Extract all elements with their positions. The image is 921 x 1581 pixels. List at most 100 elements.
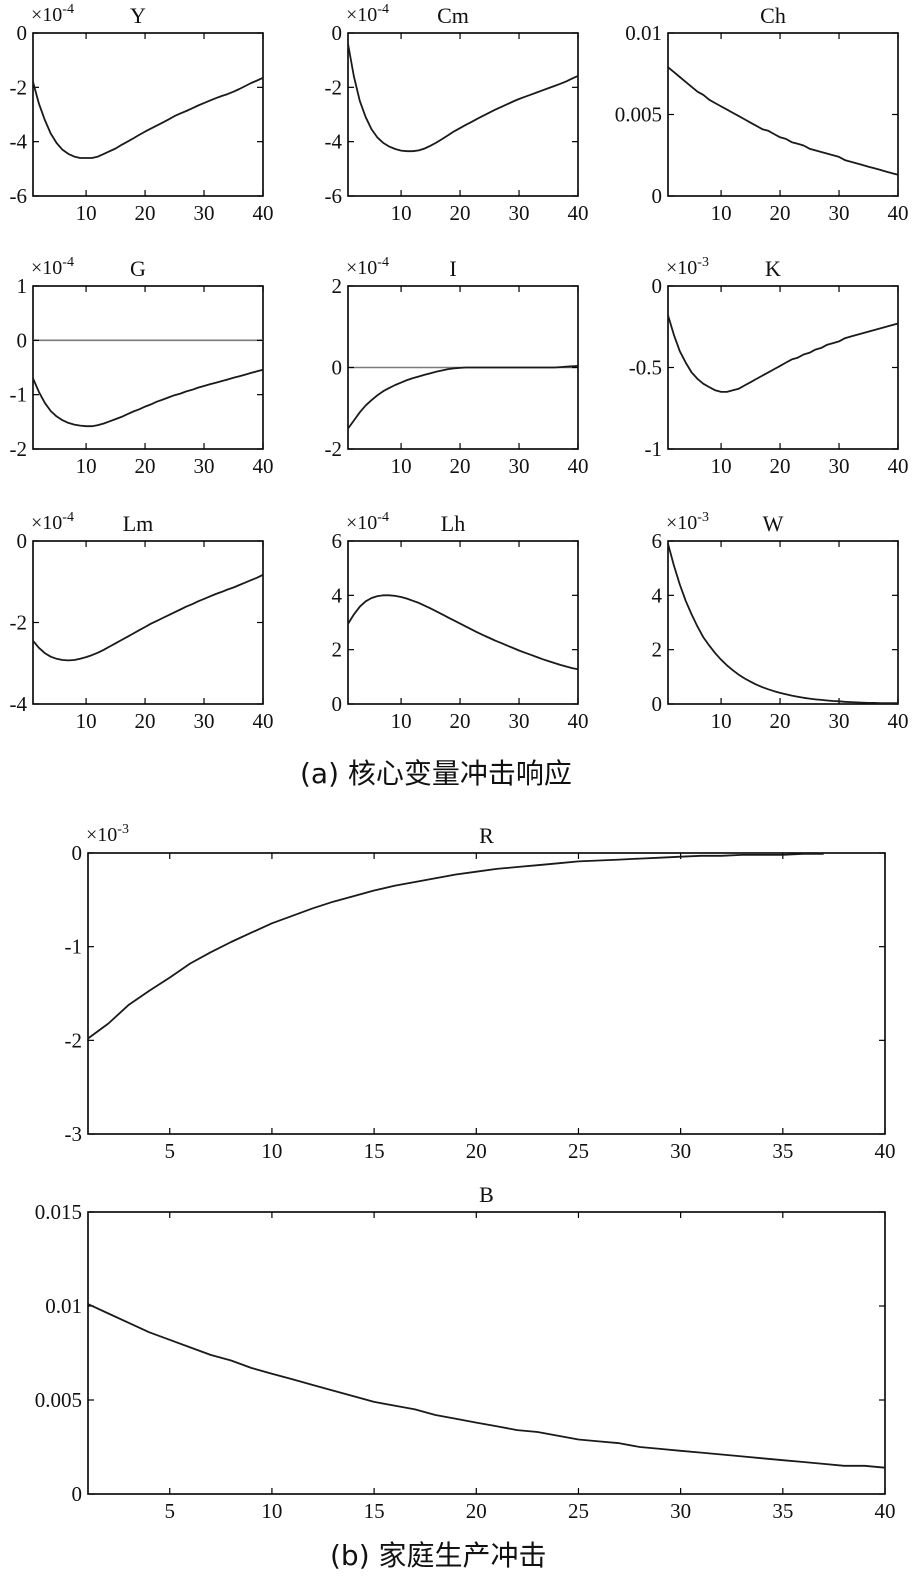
y-tick-label: -6 — [10, 184, 28, 208]
x-tick-label: 10 — [261, 1499, 282, 1523]
y-tick-label: 2 — [332, 638, 343, 662]
x-tick-label: 40 — [568, 454, 589, 478]
y-tick-label: 0 — [332, 356, 343, 380]
y-tick-label: 0.005 — [35, 1388, 82, 1412]
x-tick-label: 20 — [135, 201, 156, 225]
chart-title: Lm — [123, 511, 154, 536]
caption-a: (a) 核心变量冲击响应 — [300, 757, 572, 790]
chart-y: 10 20 30 40 0 -2 -4 -6 Y ×10-4 — [10, 2, 274, 225]
x-tick-label: 10 — [711, 709, 732, 733]
y-tick-label: 0 — [652, 274, 663, 298]
y-tick-label: -3 — [65, 1122, 83, 1146]
series-line-g — [32, 368, 264, 428]
scale-multiplier: ×10-4 — [346, 255, 389, 279]
x-tick-label: 40 — [253, 709, 274, 733]
x-tick-label: 10 — [76, 454, 97, 478]
x-tick-label: 40 — [888, 201, 909, 225]
chart-b: 5 10 15 20 25 30 35 40 0.015 0.01 0.005 0 B — [35, 1182, 896, 1523]
y-tick-label: 0 — [72, 1482, 83, 1506]
y-tick-label: -2 — [10, 611, 28, 635]
x-tick-label: 10 — [76, 709, 97, 733]
y-tick-label: 1 — [17, 274, 28, 298]
y-tick-label: 0.005 — [615, 103, 662, 127]
y-tick-label: 0.015 — [35, 1200, 82, 1224]
series-line-k — [667, 315, 899, 393]
x-tick-label: 30 — [509, 709, 530, 733]
x-tick-label: 20 — [770, 454, 791, 478]
scale-multiplier: ×10-4 — [31, 255, 74, 279]
y-tick-label: 6 — [332, 529, 343, 553]
x-tick-label: 20 — [135, 709, 156, 733]
x-tick-label: 10 — [391, 454, 412, 478]
x-tick-label: 30 — [670, 1499, 691, 1523]
x-tick-label: 5 — [164, 1139, 175, 1163]
y-tick-label: -1 — [645, 437, 663, 461]
x-tick-label: 10 — [261, 1139, 282, 1163]
x-tick-label: 30 — [670, 1139, 691, 1163]
chart-r: 5 10 15 20 25 30 35 40 0 -1 -2 -3 R ×10-3 — [65, 822, 896, 1163]
chart-title: G — [130, 256, 146, 281]
y-tick-label: -2 — [10, 437, 28, 461]
x-tick-label: 20 — [466, 1499, 487, 1523]
x-tick-label: 30 — [829, 454, 850, 478]
chart-title: Y — [130, 3, 146, 28]
y-tick-label: -2 — [65, 1028, 83, 1052]
plot-frame — [32, 32, 264, 197]
y-tick-label: 0.01 — [45, 1294, 82, 1318]
y-tick-label: 0 — [17, 328, 28, 352]
series-line-r — [87, 853, 824, 1040]
plot-frame — [667, 540, 899, 705]
y-tick-label: -6 — [325, 184, 343, 208]
series-line-lm — [32, 573, 264, 662]
x-tick-label: 30 — [829, 201, 850, 225]
y-tick-label: 4 — [652, 583, 663, 607]
x-tick-label: 30 — [509, 454, 530, 478]
x-tick-label: 20 — [770, 201, 791, 225]
plot-frame — [32, 285, 264, 450]
y-tick-label: 0 — [332, 692, 343, 716]
series-line-y — [32, 76, 264, 159]
series-line-i — [347, 365, 579, 430]
x-tick-label: 10 — [711, 454, 732, 478]
y-tick-label: -0.5 — [629, 356, 662, 380]
y-tick-label: 0 — [72, 841, 83, 865]
chart-title: B — [479, 1182, 494, 1207]
y-tick-label: 0 — [652, 184, 663, 208]
scale-multiplier: ×10-3 — [666, 510, 709, 534]
scale-multiplier: ×10-3 — [86, 822, 129, 846]
x-tick-label: 30 — [194, 454, 215, 478]
series-line-ch — [667, 66, 899, 176]
y-tick-label: -2 — [10, 75, 28, 99]
x-tick-label: 15 — [364, 1139, 385, 1163]
y-tick-label: 4 — [332, 583, 343, 607]
series-line-cm — [347, 43, 579, 153]
y-tick-label: -4 — [10, 692, 28, 716]
x-tick-label: 30 — [509, 201, 530, 225]
y-tick-label: 0 — [17, 21, 28, 45]
chart-title: I — [449, 256, 456, 281]
x-tick-label: 20 — [450, 454, 471, 478]
y-tick-label: 2 — [332, 274, 343, 298]
series-line-lh — [347, 594, 579, 671]
scale-multiplier: ×10-3 — [666, 255, 709, 279]
x-tick-label: 20 — [135, 454, 156, 478]
scale-multiplier: ×10-4 — [346, 510, 389, 534]
x-tick-label: 10 — [391, 201, 412, 225]
x-tick-label: 10 — [76, 201, 97, 225]
x-tick-label: 20 — [466, 1139, 487, 1163]
x-tick-label: 40 — [253, 201, 274, 225]
series-line-w — [667, 543, 898, 705]
chart-title: R — [479, 823, 494, 848]
y-tick-label: 2 — [652, 638, 663, 662]
scale-multiplier: ×10-4 — [346, 2, 389, 26]
chart-ch: 10 20 30 40 0 0.005 0.01 Ch — [615, 3, 909, 225]
x-tick-label: 20 — [450, 201, 471, 225]
plot-frame — [347, 32, 579, 197]
x-tick-label: 10 — [391, 709, 412, 733]
chart-title: W — [763, 511, 784, 536]
